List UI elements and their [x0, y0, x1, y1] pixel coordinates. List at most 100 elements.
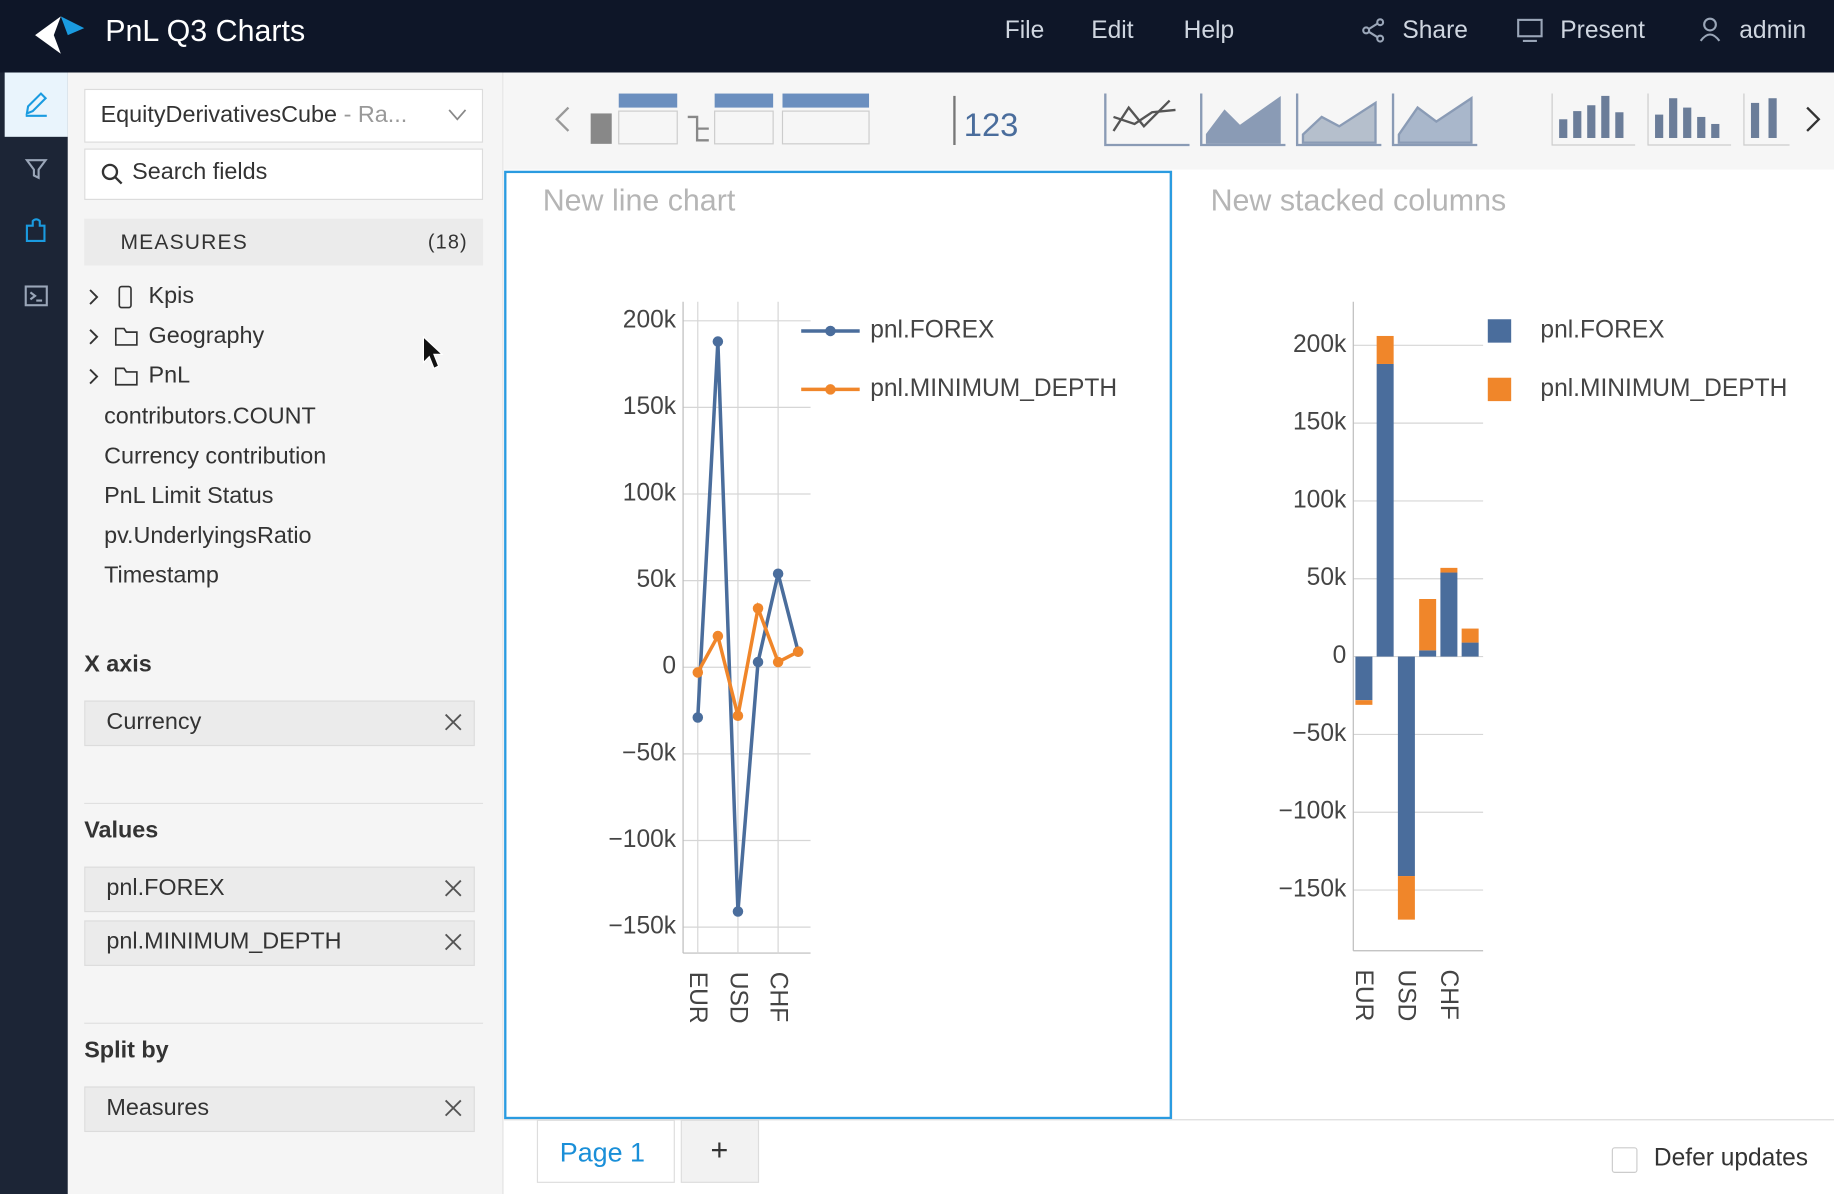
- page-tab[interactable]: [536, 1119, 675, 1183]
- y-tick-label: 0: [662, 653, 676, 680]
- share-button[interactable]: Share: [1402, 17, 1468, 44]
- search-icon: [101, 163, 123, 185]
- selected-panel[interactable]: [504, 170, 1172, 1120]
- measures-label: MEASURES: [120, 231, 247, 254]
- field-label[interactable]: Timestamp: [104, 562, 219, 588]
- edit-icon[interactable]: [25, 92, 48, 117]
- bar-segment: [1376, 363, 1394, 657]
- x-tick-label: EUR: [1350, 969, 1377, 1021]
- user-menu[interactable]: admin: [1739, 17, 1806, 44]
- field-label[interactable]: contributors.COUNT: [104, 403, 316, 429]
- field-tree: Kpis Geography PnL contributors.COUNT Curren…: [89, 282, 326, 588]
- point: [712, 336, 724, 347]
- console-icon[interactable]: [24, 285, 48, 307]
- field-label[interactable]: Currency contribution: [104, 442, 326, 468]
- point: [752, 603, 764, 614]
- legend-swatch: [1487, 377, 1512, 402]
- present-button[interactable]: Present: [1560, 17, 1645, 44]
- toolbar-prev[interactable]: [555, 106, 570, 132]
- legend-label[interactable]: pnl.MINIMUM_DEPTH: [870, 375, 1117, 402]
- expand-chevron[interactable]: [89, 329, 99, 345]
- folder-icon: [114, 327, 138, 346]
- search-box[interactable]: [84, 148, 484, 200]
- widgets-icon[interactable]: [25, 218, 46, 242]
- x-tick-label: CHF: [1435, 969, 1462, 1019]
- page-tab-label[interactable]: Page 1: [560, 1137, 645, 1167]
- field-label[interactable]: PnL Limit Status: [104, 482, 273, 508]
- y-tick-label: 50k: [636, 566, 676, 593]
- number-icon[interactable]: 123: [964, 106, 1019, 143]
- menu-help[interactable]: Help: [1184, 17, 1234, 44]
- y-tick-label: −150k: [608, 913, 676, 940]
- folder-label[interactable]: Kpis: [149, 282, 194, 308]
- y-tick-label: 200k: [623, 306, 677, 333]
- defer-checkbox[interactable]: [1611, 1147, 1638, 1173]
- field-chip[interactable]: [84, 866, 475, 913]
- remove-chip[interactable]: [444, 933, 462, 951]
- bar-segment: [1440, 572, 1458, 657]
- add-tab-label[interactable]: +: [710, 1133, 728, 1167]
- field-chip[interactable]: [84, 700, 475, 747]
- expand-chevron[interactable]: [89, 368, 99, 385]
- bar-segment: [1461, 628, 1479, 643]
- field-label[interactable]: pv.UnderlyingsRatio: [104, 522, 311, 548]
- kpi-icon: [118, 285, 132, 309]
- line-chart-icons[interactable]: [1104, 93, 1478, 147]
- dropdown-chevron: [448, 109, 467, 121]
- y-tick-label: 100k: [1293, 486, 1347, 513]
- toolbar-next[interactable]: [1806, 106, 1821, 132]
- point: [792, 646, 804, 657]
- y-tick-label: −50k: [1292, 720, 1347, 747]
- mouse-cursor: [422, 335, 444, 370]
- icon-rail: [0, 72, 68, 1194]
- present-icon: [1517, 18, 1543, 42]
- legend-swatch: [1487, 319, 1512, 343]
- y-tick-label: 50k: [1307, 564, 1347, 591]
- share-icon: [1362, 18, 1385, 43]
- cube-name: EquityDerivativesCube - Ra...: [101, 101, 408, 127]
- bar-segment: [1355, 656, 1373, 701]
- field-chip[interactable]: [84, 920, 475, 966]
- chips: Currency pnl.FOREX pnl.MINIMUM_DEPTH Measur…: [84, 700, 475, 1133]
- expand-chevron[interactable]: [89, 289, 99, 305]
- y-tick-label: 100k: [623, 479, 677, 506]
- y-tick-label: −150k: [1279, 876, 1347, 903]
- legend-label[interactable]: pnl.MINIMUM_DEPTH: [1540, 375, 1787, 402]
- x-tick-label: USD: [724, 972, 751, 1024]
- bar-segment: [1461, 642, 1479, 657]
- add-tab[interactable]: [680, 1119, 760, 1183]
- remove-chip[interactable]: [444, 1099, 462, 1117]
- bar-segment: [1355, 700, 1373, 705]
- legend-label[interactable]: pnl.FOREX: [870, 316, 994, 343]
- bar-segment: [1397, 876, 1415, 920]
- field-chip[interactable]: [84, 1086, 475, 1133]
- y-tick-label: −100k: [1279, 798, 1347, 825]
- cube-select[interactable]: [84, 88, 484, 143]
- values-label: Values: [84, 817, 158, 843]
- charts: New line chart −150k −100k −50k 0 50k 100k 150k…: [543, 183, 1788, 1023]
- menu-edit[interactable]: Edit: [1091, 17, 1133, 44]
- point: [732, 710, 744, 722]
- folder-label[interactable]: PnL: [149, 362, 191, 388]
- legend-marker: [825, 384, 836, 395]
- point: [772, 568, 784, 579]
- y-tick-label: 150k: [1293, 409, 1347, 436]
- remove-chip[interactable]: [444, 879, 462, 897]
- legend-label[interactable]: pnl.FOREX: [1540, 316, 1664, 343]
- chart-title: New line chart: [543, 183, 736, 217]
- filter-icon[interactable]: [24, 159, 48, 180]
- folder-label[interactable]: Geography: [149, 322, 265, 348]
- table-icons[interactable]: [590, 93, 870, 145]
- menu-file[interactable]: File: [1005, 17, 1045, 44]
- user-icon: [1699, 17, 1721, 42]
- point: [752, 656, 764, 668]
- bar-chart-icons[interactable]: [1551, 93, 1790, 146]
- bar-segment: [1419, 598, 1437, 651]
- remove-chip[interactable]: [444, 713, 462, 731]
- y-tick-label: −50k: [622, 739, 677, 766]
- defer-label[interactable]: Defer updates: [1654, 1144, 1808, 1171]
- search-placeholder: Search fields: [132, 158, 267, 184]
- bar-segment: [1397, 656, 1415, 877]
